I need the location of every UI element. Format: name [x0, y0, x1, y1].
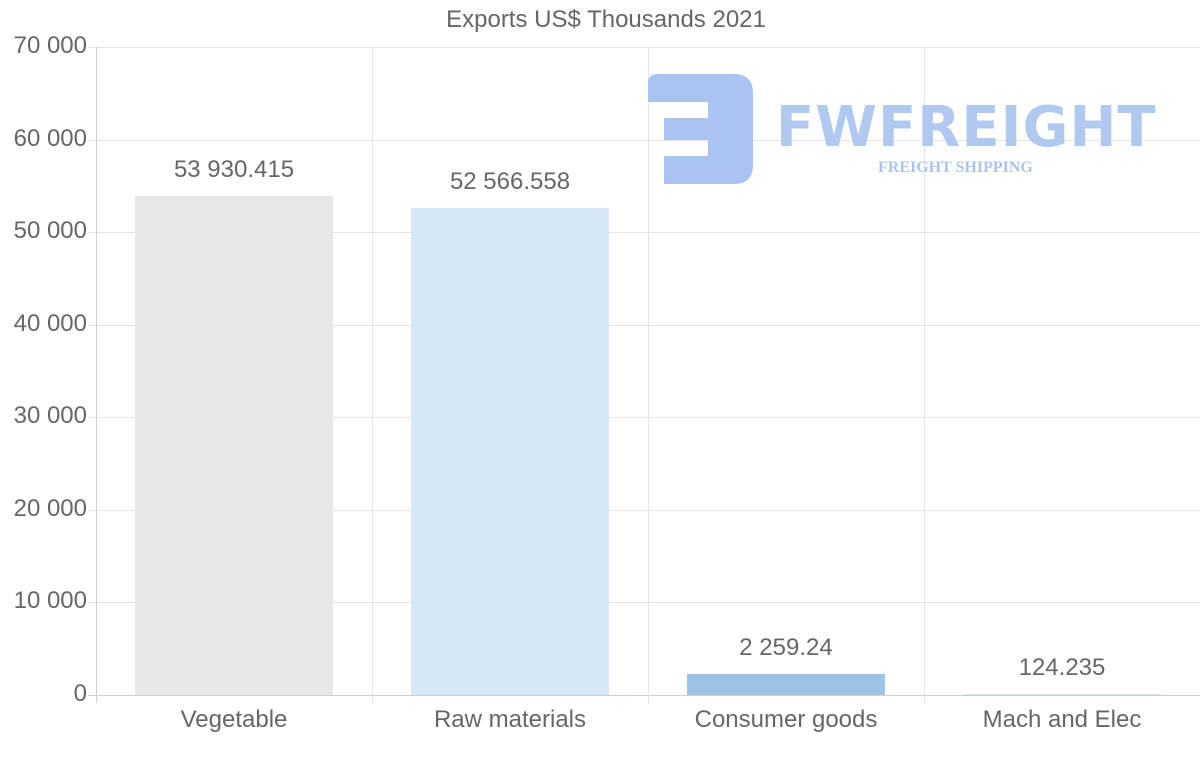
- y-tick-label: 30 000: [13, 402, 87, 430]
- gridline-y: [88, 509, 1200, 511]
- bar-consumer-goods[interactable]: [687, 674, 885, 695]
- y-tick-label: 40 000: [13, 309, 87, 337]
- bar-value-label: 53 930.415: [173, 155, 295, 183]
- plot-area: [88, 47, 1200, 703]
- gridline-x: [924, 47, 925, 703]
- y-tick-label: 20 000: [13, 494, 87, 522]
- x-tick-label: Mach and Elec: [982, 706, 1142, 733]
- gridline-y: [88, 695, 1200, 696]
- gridline-y: [88, 417, 1200, 419]
- bar-value-label: 124.235: [1018, 653, 1106, 681]
- chart-title: Exports US$ Thousands 2021: [446, 6, 766, 33]
- y-tick-label: 70 000: [13, 32, 87, 59]
- bar-raw-materials[interactable]: [411, 208, 609, 695]
- bar-mach-and-elec[interactable]: [963, 693, 1161, 695]
- gridline-y: [88, 602, 1200, 604]
- x-tick-label: Raw materials: [433, 706, 587, 733]
- y-tick-label: 10 000: [13, 587, 87, 615]
- bar-value-label: 52 566.558: [449, 168, 571, 196]
- y-tick-label: 50 000: [13, 217, 87, 245]
- y-tick-label: 0: [73, 680, 87, 707]
- gridline-y: [88, 139, 1200, 141]
- gridline-x: [96, 47, 97, 703]
- gridline-x: [648, 47, 649, 703]
- gridline-y: [88, 47, 1200, 48]
- gridline-y: [88, 324, 1200, 326]
- y-tick-label: 60 000: [13, 124, 87, 152]
- gridline-y: [88, 232, 1200, 234]
- x-tick-label: Vegetable: [180, 706, 288, 733]
- bar-vegetable[interactable]: [135, 195, 333, 695]
- gridline-x: [372, 47, 373, 703]
- x-tick-label: Consumer goods: [694, 706, 878, 733]
- bar-value-label: 2 259.24: [739, 634, 833, 662]
